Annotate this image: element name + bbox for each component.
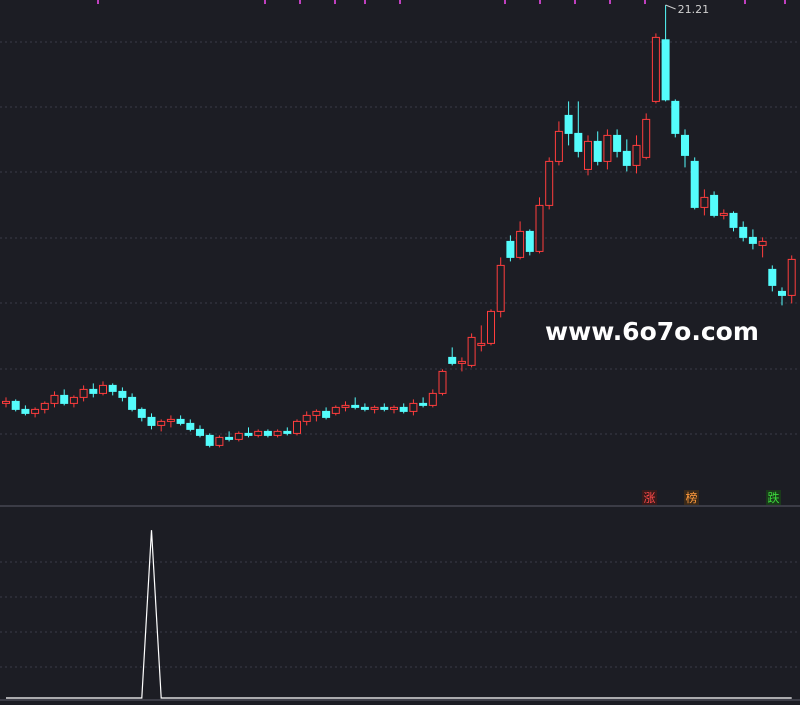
candle-body	[496, 264, 505, 312]
candle-body	[254, 430, 263, 436]
candle-body	[487, 310, 495, 344]
candle-body	[671, 100, 680, 134]
markers: 涨 榜 跌	[642, 490, 781, 505]
candle-body	[370, 406, 379, 410]
candle-body	[69, 396, 78, 404]
candle-body	[554, 130, 563, 162]
candle-body	[710, 194, 719, 216]
candle-body	[390, 406, 398, 410]
candle-body	[700, 196, 709, 208]
candle-body	[399, 406, 408, 412]
candle-body	[545, 160, 554, 206]
candle-body	[360, 406, 369, 410]
candle-body	[293, 420, 301, 434]
candle-body	[166, 418, 175, 422]
candle-body	[457, 360, 466, 364]
candle-body	[157, 420, 166, 426]
candle-body	[603, 134, 612, 162]
candle-body	[21, 408, 30, 414]
candle-body	[118, 390, 127, 398]
candle-body	[438, 370, 447, 394]
marker: 涨	[643, 490, 655, 505]
top-ticks	[97, 0, 786, 4]
candle-body	[128, 396, 137, 410]
candle-body	[147, 416, 156, 426]
candle-body	[351, 404, 360, 408]
candle-body	[215, 436, 224, 446]
candle-body	[778, 290, 786, 296]
marks	[2, 4, 796, 699]
candle-body	[651, 36, 660, 102]
marker-box	[766, 490, 781, 505]
candle-body	[99, 384, 107, 394]
candle-body	[409, 402, 418, 412]
watermark: www.6o7o.com	[545, 317, 759, 346]
candle-body	[516, 230, 525, 258]
candle-body	[535, 204, 544, 252]
candle-body	[108, 384, 117, 392]
candle-body	[574, 132, 583, 152]
candle-body	[642, 118, 651, 158]
candle-body	[768, 268, 777, 286]
candle-body	[263, 430, 272, 436]
candle-body	[593, 140, 602, 162]
candle-body	[758, 240, 767, 246]
candle-body	[302, 414, 311, 422]
candle-body	[584, 140, 592, 170]
marker: 跌	[767, 490, 779, 505]
candle-body	[787, 258, 796, 296]
candle-body	[31, 408, 40, 414]
marker: 榜	[685, 490, 697, 505]
candle-body	[40, 402, 49, 410]
candle-body	[205, 434, 214, 446]
candle-body	[283, 430, 292, 434]
candle-body	[331, 406, 340, 414]
candle-body	[60, 394, 69, 404]
candle-body	[428, 392, 437, 406]
candle-body	[448, 356, 457, 364]
candle-body	[419, 402, 428, 406]
indicator-line	[6, 530, 792, 699]
marker-box	[642, 490, 657, 505]
candle-body	[467, 336, 476, 366]
candle-body	[273, 430, 282, 436]
candle-body	[322, 410, 331, 418]
candle-body	[690, 160, 699, 208]
marker-box	[684, 490, 699, 505]
candle-body	[244, 432, 253, 436]
candle-body	[225, 436, 234, 440]
grid	[0, 41, 800, 701]
high-label: 21.21	[678, 3, 710, 16]
candle-body	[312, 410, 321, 416]
candle-body	[622, 150, 631, 166]
candle-body	[176, 418, 185, 424]
candle-body	[506, 240, 515, 258]
candle-body	[79, 388, 88, 398]
candle-body	[137, 408, 146, 418]
candle-body	[50, 394, 59, 404]
candle-body	[748, 236, 757, 244]
candle-body	[739, 226, 748, 238]
candle-body	[2, 400, 10, 404]
candle-body	[729, 212, 738, 228]
candle-body	[564, 114, 573, 134]
candle-body	[477, 342, 486, 346]
candle-body	[719, 212, 728, 216]
candle-body	[196, 428, 204, 436]
candle-body	[89, 388, 98, 394]
candle-body	[525, 230, 534, 252]
candle-body	[186, 422, 195, 430]
candle-body	[681, 134, 689, 156]
candle-body	[632, 144, 641, 166]
candle-body	[11, 400, 20, 410]
candle-body	[234, 432, 243, 440]
candle-body	[613, 134, 622, 152]
high-pointer	[665, 4, 676, 10]
candle-body	[380, 406, 389, 410]
candle-body	[661, 39, 670, 101]
candle-body	[341, 404, 350, 408]
